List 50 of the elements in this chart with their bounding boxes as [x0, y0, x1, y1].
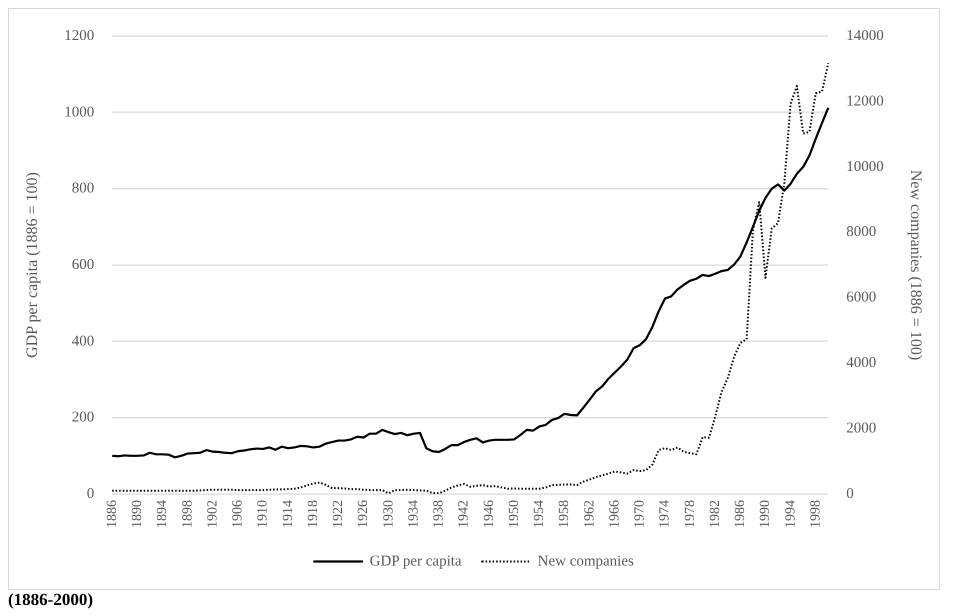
y2-tick-label: 2000: [846, 420, 876, 437]
legend-label: New companies: [538, 553, 634, 570]
y-axis-title: GDP per capita (1886 = 100): [24, 172, 41, 358]
x-tick-label: 1902: [205, 500, 220, 528]
y-tick-label: 200: [72, 410, 94, 426]
x-tick-label: 1914: [280, 500, 296, 528]
x-tick-label: 1894: [155, 500, 170, 528]
x-tick-label: 1970: [632, 500, 648, 528]
x-tick-label: 1918: [306, 500, 321, 528]
y-tick-label: 1000: [64, 104, 94, 120]
x-tick-label: 1950: [506, 500, 522, 528]
x-tick-label: 1974: [658, 500, 673, 528]
x-tick-label: 1962: [582, 500, 598, 528]
x-tick-label: 1958: [557, 500, 572, 528]
x-tick-label: 1910: [256, 500, 271, 528]
legend-label: GDP per capita: [370, 553, 462, 570]
x-tick-label: 1986: [733, 500, 748, 528]
x-tick-label: 1934: [406, 500, 422, 528]
line-series: [111, 62, 830, 494]
x-tick-label: 1994: [783, 500, 798, 528]
y-tick-label: 600: [72, 256, 94, 273]
y-tick-label: 400: [72, 333, 94, 350]
x-tick-label: 1930: [381, 500, 396, 528]
y2-tick-label: 10000: [846, 158, 884, 175]
x-tick-label: 1942: [456, 500, 472, 528]
x-tick-label: 1886: [104, 500, 120, 528]
y2-tick-label: 0: [846, 486, 854, 502]
x-tick-label: 1990: [758, 500, 774, 528]
x-tick-label: 1982: [708, 500, 723, 528]
x-tick-label: 1966: [607, 500, 622, 528]
x-tick-label: 1978: [682, 500, 698, 528]
x-tick-label: 1938: [432, 500, 447, 528]
y-tick-label: 800: [72, 180, 94, 197]
text: (1886-2000): [8, 590, 94, 610]
x-tick-label: 1890: [130, 500, 145, 528]
y-tick-label: 0: [86, 486, 94, 502]
y2-tick-label: 6000: [846, 290, 876, 306]
y2-tick-label: 4000: [846, 355, 876, 372]
y2-tick-label: 14000: [846, 28, 884, 44]
y2-tick-label: 12000: [846, 93, 884, 110]
x-tick-label: 1954: [532, 500, 548, 528]
y2-tick-label: 8000: [846, 224, 876, 240]
x-tick-label: 1898: [180, 500, 196, 528]
y-tick-label: 1200: [64, 28, 94, 44]
x-tick-label: 1906: [230, 500, 246, 528]
x-tick-label: 1926: [356, 500, 372, 528]
y2-axis-title: New companies (1886 = 100): [907, 170, 924, 360]
x-tick-label: 1998: [808, 500, 824, 528]
x-tick-label: 1922: [331, 500, 346, 528]
x-tick-label: 1946: [482, 500, 497, 528]
